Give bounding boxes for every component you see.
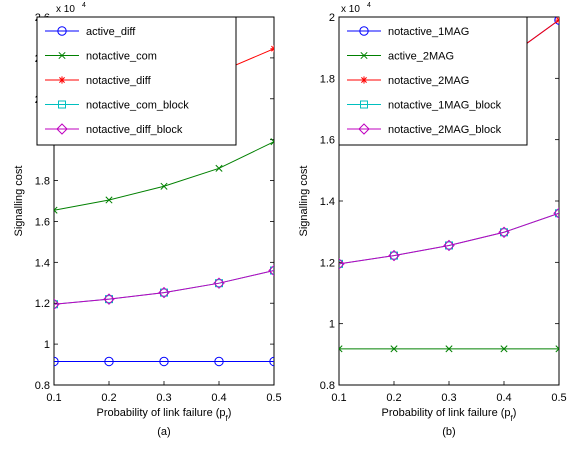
legend-label: notactive_1MAG (388, 26, 469, 38)
legend-label: notactive_2MAG_block (388, 124, 502, 136)
data-point (443, 239, 455, 252)
x-tick-label: 0.1 (331, 392, 346, 404)
data-point (339, 345, 343, 353)
series-line-notactive_diff_block (54, 270, 274, 305)
data-point (103, 293, 115, 305)
chart-a: 0.10.20.30.40.50.811.21.41.61.822.22.42.… (13, 2, 282, 438)
data-point (555, 17, 559, 24)
legend-marker (58, 51, 66, 60)
x-tick-label: 0.1 (46, 392, 61, 404)
data-point (445, 345, 453, 353)
data-point (388, 249, 400, 262)
legend-marker (57, 26, 67, 36)
y-tick-label: 1.6 (320, 135, 335, 147)
y-axis-label: Signalling cost (298, 166, 310, 237)
legend-label: notactive_diff_block (86, 124, 183, 136)
legend-label: notactive_com (86, 51, 157, 63)
data-point (214, 356, 224, 367)
data-point (554, 17, 559, 25)
x-tick-label: 0.3 (441, 392, 456, 404)
data-point (445, 241, 453, 250)
data-point (159, 356, 169, 367)
y-tick-label: 1 (44, 339, 50, 351)
data-point (500, 345, 508, 353)
data-point (269, 356, 274, 367)
data-point (498, 226, 510, 238)
y-tick-label: 1.2 (320, 257, 335, 269)
x-tick-label: 0.2 (101, 392, 116, 404)
y-tick-label: 1.2 (35, 298, 50, 310)
legend-label: active_2MAG (388, 51, 454, 63)
legend-marker (58, 76, 66, 84)
legend-marker (358, 123, 370, 135)
data-point (268, 264, 274, 277)
y-tick-label: 2 (329, 12, 335, 24)
x-tick-label: 0.5 (551, 392, 566, 404)
x-axis-label: Probability of link failure (pf) (382, 407, 517, 423)
x-tick-label: 0.3 (156, 392, 171, 404)
data-point (390, 251, 398, 260)
legend-b: notactive_1MAG active_2MAG notactive_2MAGn… (338, 16, 528, 146)
data-point (270, 138, 274, 146)
data-point (555, 209, 559, 218)
figure-caption: (a) (157, 426, 170, 438)
legend-box (36, 16, 237, 146)
x-tick-label: 0.4 (496, 392, 511, 404)
y-tick-label: 1.8 (320, 73, 335, 85)
series-line-notactive_2MAG_block (339, 212, 559, 265)
legend-label: notactive_com_block (86, 100, 189, 112)
x-tick-label: 0.4 (211, 392, 226, 404)
y-tick-label: 1.4 (320, 196, 335, 208)
data-point (54, 298, 60, 310)
data-point (54, 206, 58, 214)
data-point (215, 164, 223, 172)
legend-marker (359, 26, 369, 36)
y-multiplier: x 10 (56, 4, 75, 15)
legend-label: active_diff (86, 26, 136, 38)
data-point (500, 228, 508, 237)
data-point (555, 345, 559, 353)
y-multiplier: x 10 (341, 4, 360, 15)
legend-box (338, 16, 528, 146)
y-tick-label: 1.8 (35, 176, 50, 188)
legend-label: notactive_diff (86, 75, 152, 87)
data-point (553, 207, 559, 219)
data-point (270, 45, 274, 53)
y-multiplier-exponent: 4 (367, 2, 371, 9)
chart-b: 0.1 0.2 0.3 0.4 0.5 0.8 1 1.2 1.4 1.6 1.8 2 x 10 4 Sig… (298, 2, 567, 438)
figure-caption: (b) (442, 426, 455, 438)
data-point (105, 196, 113, 204)
legend-marker (56, 123, 68, 135)
data-point (339, 258, 345, 270)
data-point (54, 356, 59, 367)
y-multiplier-exponent: 4 (82, 2, 86, 9)
data-point (213, 277, 225, 289)
legend-label: notactive_1MAG_block (388, 100, 502, 112)
x-tick-label: 0.2 (386, 392, 401, 404)
data-point (160, 182, 168, 190)
y-axis-label: Signalling cost (13, 166, 25, 237)
y-tick-label: 1.4 (35, 257, 50, 269)
x-axis-label: Probability of link failure (pf) (97, 407, 232, 423)
data-point (270, 266, 274, 275)
data-point (215, 279, 223, 288)
data-point (104, 356, 114, 367)
legend-marker (360, 76, 368, 84)
legend-marker (360, 100, 368, 109)
legend-marker (58, 100, 66, 109)
data-point (158, 286, 170, 299)
y-tick-label: 0.8 (320, 380, 335, 392)
data-point (339, 259, 343, 268)
x-tick-label: 0.5 (266, 392, 281, 404)
legend-label: notactive_2MAG (388, 75, 469, 87)
y-tick-label: 0.8 (35, 380, 50, 392)
legend-a: active_diff notactive_com notactive_diffno… (36, 16, 237, 146)
data-point (390, 345, 398, 353)
y-tick-label: 1.6 (35, 216, 50, 228)
y-tick-label: 1 (329, 319, 335, 331)
legend-marker (360, 51, 368, 60)
